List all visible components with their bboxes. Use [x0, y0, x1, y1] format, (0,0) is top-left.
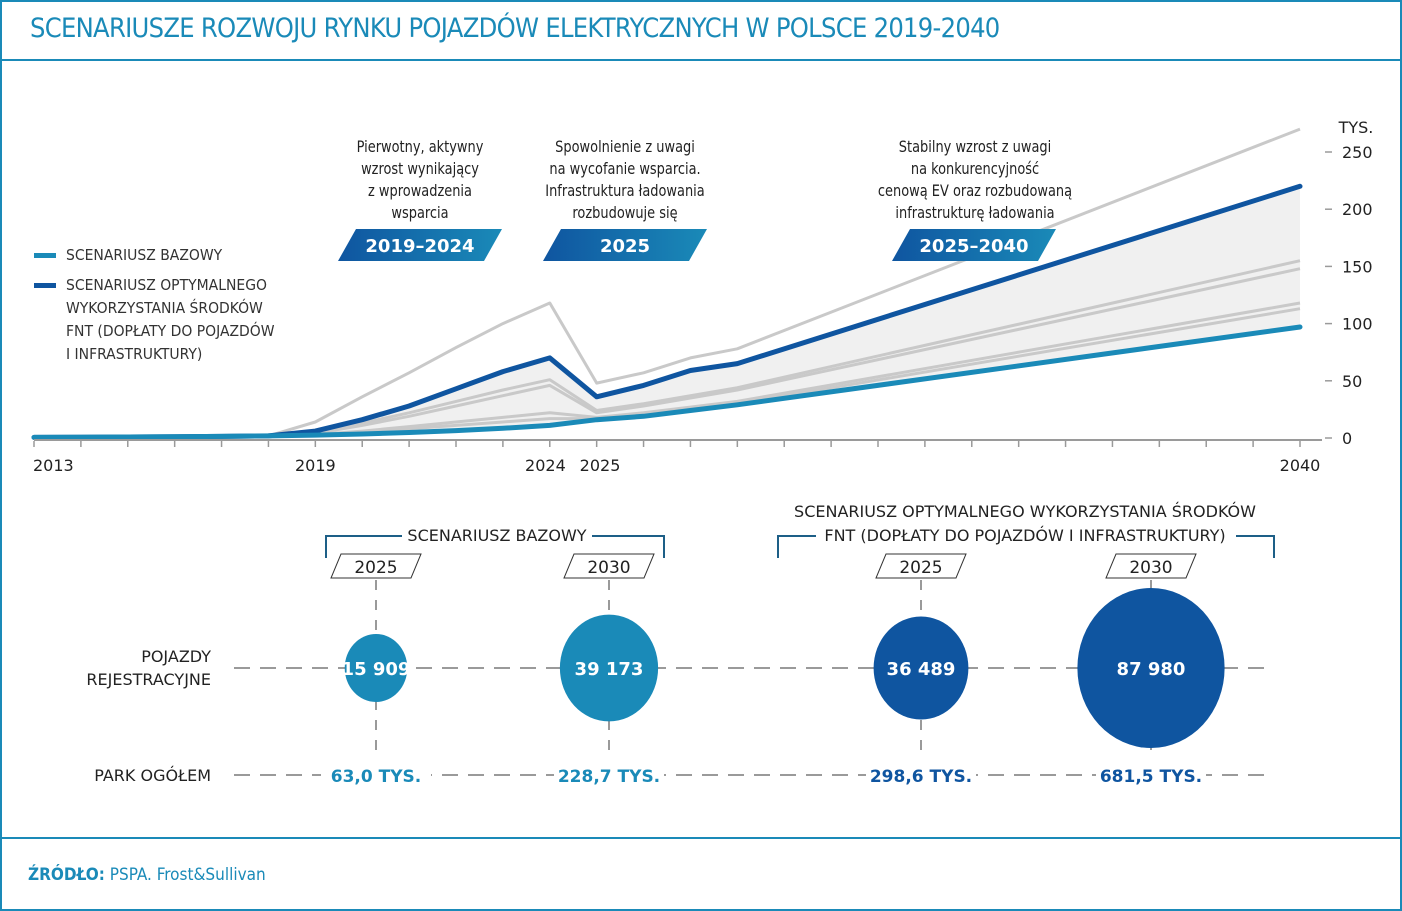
legend-swatch-optimal: [34, 283, 56, 288]
source-label: ŹRÓDŁO:: [28, 865, 105, 885]
legend: SCENARIUSZ BAZOWY SCENARIUSZ OPTYMALNEGO…: [34, 244, 275, 366]
annotation-line: wzrost wynikający: [361, 159, 479, 178]
annotation-line: infrastrukturę ładowania: [895, 203, 1055, 222]
annotation-line: Spowolnienie z uwagi: [555, 137, 695, 156]
legend-label-optimal-line: SCENARIUSZ OPTYMALNEGO: [66, 276, 267, 294]
legend-label-optimal-line: WYKORZYSTANIA ŚRODKÓW: [66, 299, 263, 317]
source-text: PSPA. Frost&Sullivan: [109, 865, 266, 885]
legend-item-base: SCENARIUSZ BAZOWY: [34, 244, 275, 267]
annotation-line: Infrastruktura ładowania: [545, 181, 705, 200]
annotation-line: wsparcia: [391, 203, 449, 222]
annotation-line: rozbudowuje się: [572, 203, 678, 222]
legend-label-optimal-line: I INFRASTRUKTURY): [66, 345, 203, 363]
header-divider: [0, 59, 1402, 61]
annotation-line: Stabilny wzrost z uwagi: [898, 137, 1052, 156]
annotation-line: na wycofanie wsparcia.: [549, 159, 701, 178]
annotation-line: z wprowadzenia: [368, 181, 472, 200]
annotation-2025-2040: Stabilny wzrost z uwagi na konkurencyjno…: [854, 136, 1097, 224]
legend-label-optimal-line: FNT (DOPŁATY DO POJAZDÓW: [66, 322, 275, 340]
page-title: SCENARIUSZE ROZWOJU RYNKU POJAZDÓW ELEKT…: [30, 13, 1000, 44]
annotation-2025: Spowolnienie z uwagi na wycofanie wsparc…: [517, 136, 733, 224]
source-note: ŹRÓDŁO: PSPA. Frost&Sullivan: [28, 865, 266, 885]
legend-item-optimal: SCENARIUSZ OPTYMALNEGO WYKORZYSTANIA ŚRO…: [34, 274, 275, 366]
footer-divider: [0, 837, 1402, 839]
legend-swatch-base: [34, 253, 56, 258]
legend-label-base: SCENARIUSZ BAZOWY: [66, 246, 223, 264]
annotation-line: na konkurencyjność: [910, 159, 1040, 178]
annotation-2019-2024: Pierwotny, aktywny wzrost wynikający z w…: [330, 136, 510, 224]
annotation-line: cenową EV oraz rozbudowaną: [877, 181, 1073, 200]
annotation-line: Pierwotny, aktywny: [356, 137, 484, 156]
